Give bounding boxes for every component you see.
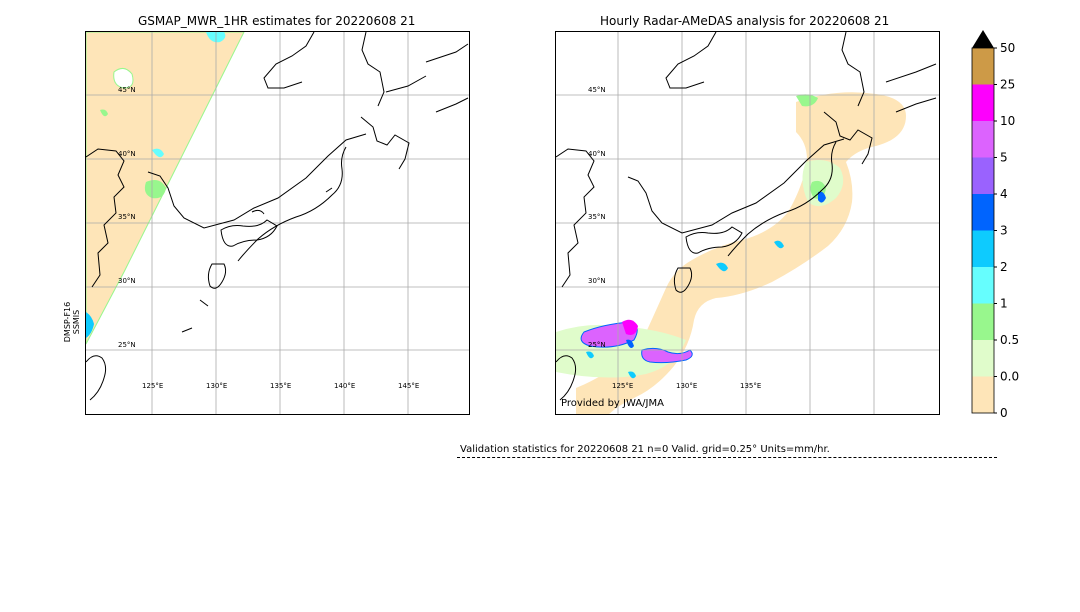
right-lon-label: 135°E	[740, 382, 762, 390]
left-precip-patch	[100, 109, 108, 117]
left-map	[85, 31, 470, 415]
left-precip-patch	[113, 68, 134, 89]
colorbar-swatch	[972, 340, 994, 377]
colorbar-swatch	[972, 157, 994, 194]
colorbar-tick-label: 25	[1000, 78, 1015, 92]
right-map	[555, 31, 940, 415]
right-lon-label: 130°E	[676, 382, 698, 390]
right-precip-patch	[580, 321, 638, 348]
right-lat-label: 35°N	[588, 213, 606, 221]
left-lon-label: 145°E	[398, 382, 420, 390]
validation-statistics: Validation statistics for 20220608 21 n=…	[460, 444, 830, 455]
colorbar-tick-label: 1	[1000, 297, 1008, 311]
colorbar-swatch	[972, 376, 994, 413]
colorbar-swatch	[972, 194, 994, 231]
right-lon-label: 125°E	[612, 382, 634, 390]
right-precip-patch	[796, 94, 818, 107]
left-precip-patch	[86, 312, 94, 338]
colorbar-tick-label: 0.5	[1000, 333, 1019, 347]
left-lon-label: 140°E	[334, 382, 356, 390]
colorbar-extend-triangle	[972, 30, 994, 48]
left-lon-label: 135°E	[270, 382, 292, 390]
left-lat-label: 45°N	[118, 86, 136, 94]
right-coastlines	[556, 32, 937, 401]
right-precip-patch	[626, 339, 634, 348]
colorbar-swatch	[972, 303, 994, 340]
satellite-label: DMSP-F16 SSMIS	[63, 296, 81, 348]
right-map-svg	[556, 32, 939, 414]
satellite-label-line2: SSMIS	[72, 309, 81, 335]
left-lat-label: 30°N	[118, 277, 136, 285]
right-lat-label: 30°N	[588, 277, 606, 285]
colorbar-tick-label: 10	[1000, 114, 1015, 128]
right-lat-label: 25°N	[588, 341, 606, 349]
satellite-label-line1: DMSP-F16	[63, 301, 72, 343]
right-precip-patch	[586, 351, 594, 359]
colorbar-tick-label: 0	[1000, 406, 1008, 420]
right-precip-patch	[641, 347, 693, 364]
left-lat-label: 40°N	[118, 150, 136, 158]
right-precip-patch	[774, 240, 784, 249]
left-precip-patch	[152, 148, 164, 158]
colorbar-tick-label: 50	[1000, 41, 1015, 55]
provider-credit: Provided by JWA/JMA	[561, 398, 664, 409]
left-precip-patch	[144, 180, 166, 199]
left-lat-label: 35°N	[118, 213, 136, 221]
colorbar-swatch	[972, 267, 994, 304]
validation-divider	[457, 457, 997, 458]
right-precip-patch	[622, 319, 638, 335]
right-precip-patch	[628, 371, 636, 379]
colorbar-swatch	[972, 48, 994, 85]
right-panel-title: Hourly Radar-AMeDAS analysis for 2022060…	[600, 14, 890, 28]
colorbar-tick-label: 3	[1000, 224, 1008, 238]
right-lat-label: 40°N	[588, 150, 606, 158]
left-lon-label: 130°E	[206, 382, 228, 390]
colorbar-tick-label: 5	[1000, 151, 1008, 165]
left-lat-label: 25°N	[118, 341, 136, 349]
colorbar-swatch	[972, 84, 994, 121]
right-precip-patch	[818, 191, 826, 203]
right-precip-patch	[716, 262, 728, 272]
right-lat-label: 45°N	[588, 86, 606, 94]
colorbar: 0 0.01 0.5 1 2 3 4 5 10 25 50	[971, 30, 1020, 420]
colorbar-swatch	[972, 230, 994, 267]
left-lon-label: 125°E	[142, 382, 164, 390]
colorbar-tick-label: 4	[1000, 187, 1008, 201]
colorbar-swatch	[972, 121, 994, 158]
left-coastlines	[86, 32, 469, 401]
colorbar-tick-label: 2	[1000, 260, 1008, 274]
left-map-svg	[86, 32, 469, 414]
colorbar-tick-label: 0.01	[1000, 370, 1020, 384]
right-gridlines	[556, 32, 939, 414]
left-panel-title: GSMAP_MWR_1HR estimates for 20220608 21	[138, 14, 416, 28]
